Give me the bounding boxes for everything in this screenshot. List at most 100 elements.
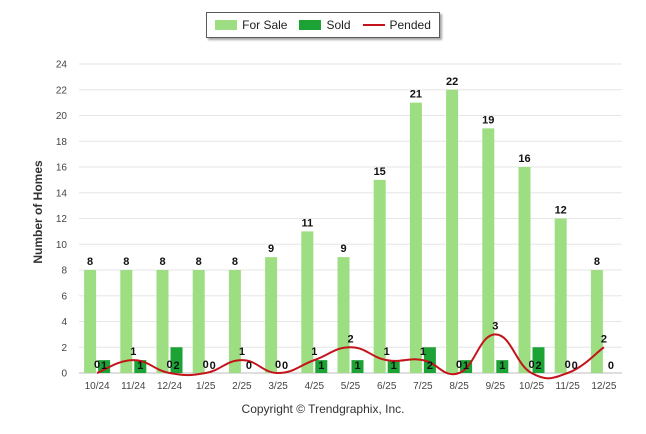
legend-item-for-sale[interactable]: For Sale <box>215 18 287 32</box>
x-tick-label: 9/25 <box>486 381 506 392</box>
legend-item-sold[interactable]: Sold <box>299 18 351 32</box>
x-tick-label: 12/24 <box>157 381 182 392</box>
data-label-for-sale: 15 <box>374 166 386 178</box>
data-label-for-sale: 22 <box>446 76 458 88</box>
data-label-pended: 1 <box>311 346 317 358</box>
bar-for-sale <box>373 179 386 373</box>
data-label-for-sale: 11 <box>301 217 313 229</box>
data-label-sold: 1 <box>463 360 469 372</box>
x-tick-label: 11/24 <box>121 381 146 392</box>
bar-for-sale <box>590 270 603 373</box>
x-axis-ticks: 10/24 11/24 12/24 1/25 2/25 3/25 4/25 5/25 6/25 7… <box>85 381 617 392</box>
y-tick-label: 4 <box>61 317 67 328</box>
bar-sold <box>98 360 111 373</box>
y-tick-label: 18 <box>56 137 68 148</box>
pended-line <box>96 333 605 380</box>
data-label-for-sale: 19 <box>482 114 494 126</box>
legend-label-sold: Sold <box>326 18 351 32</box>
bar-for-sale <box>84 270 97 373</box>
y-axis-title: Number of Homes <box>31 160 45 264</box>
grid-lines <box>79 63 622 374</box>
data-label-sold: 0 <box>210 360 216 372</box>
bar-sold <box>170 347 183 373</box>
data-label-sold: 1 <box>499 360 505 372</box>
data-label-sold: 2 <box>173 360 179 372</box>
data-label-for-sale: 8 <box>159 256 165 268</box>
x-tick-label: 3/25 <box>268 381 288 392</box>
y-tick-label: 8 <box>61 266 67 277</box>
data-label-pended: 1 <box>130 346 136 358</box>
data-label-pended: 1 <box>239 346 245 358</box>
y-tick-label: 6 <box>61 291 67 302</box>
data-label-sold: 0 <box>282 360 288 372</box>
bar-for-sale <box>482 128 495 373</box>
legend-swatch-pended <box>362 24 385 26</box>
data-label-pended: 3 <box>492 320 498 332</box>
data-label-sold: 1 <box>354 360 360 372</box>
bar-for-sale <box>265 257 278 373</box>
bar-sold <box>532 347 545 373</box>
data-label-for-sale: 9 <box>340 243 346 255</box>
bar-for-sale <box>554 218 567 373</box>
bar-for-sale <box>518 167 531 373</box>
legend-item-pended[interactable]: Pended <box>362 18 431 32</box>
bar-sold <box>134 360 147 373</box>
bar-sold <box>423 347 436 373</box>
x-tick-label: 5/25 <box>341 381 361 392</box>
data-label-pended: 2 <box>347 333 353 345</box>
bar-for-sale <box>228 270 241 373</box>
y-tick-label: 14 <box>56 188 68 199</box>
bar-sold <box>387 360 400 373</box>
data-label-pended: 0 <box>94 359 100 371</box>
x-tick-label: 10/25 <box>519 381 544 392</box>
y-tick-label: 12 <box>56 214 68 225</box>
x-tick-label: 7/25 <box>413 381 433 392</box>
data-label-pended: 0 <box>203 359 209 371</box>
data-label-sold: 1 <box>137 360 143 372</box>
x-tick-label: 10/24 <box>85 381 110 392</box>
bar-sold <box>496 360 509 373</box>
data-label-pended: 0 <box>565 359 571 371</box>
bars <box>84 89 603 373</box>
data-label-for-sale: 8 <box>196 256 202 268</box>
data-label-pended: 0 <box>275 359 281 371</box>
data-label-for-sale: 8 <box>232 256 238 268</box>
x-tick-label: 12/25 <box>591 381 616 392</box>
data-label-for-sale: 8 <box>594 256 600 268</box>
copyright-footer: Copyright © Trendgraphix, Inc. <box>241 402 405 416</box>
data-labels: 8108118208008019001111912151121212210191… <box>87 76 614 372</box>
x-tick-label: 1/25 <box>196 381 216 392</box>
data-label-pended: 0 <box>166 359 172 371</box>
legend-label-for-sale: For Sale <box>242 18 288 32</box>
data-label-pended: 0 <box>528 359 534 371</box>
bar-for-sale <box>301 231 314 373</box>
pended-line-path <box>96 333 605 380</box>
y-tick-label: 22 <box>56 85 68 96</box>
data-label-for-sale: 12 <box>555 205 567 217</box>
data-label-sold: 2 <box>535 360 541 372</box>
bar-for-sale <box>446 89 459 373</box>
data-label-sold: 0 <box>572 360 578 372</box>
data-label-sold: 0 <box>246 360 252 372</box>
data-label-sold: 2 <box>427 360 433 372</box>
data-label-for-sale: 21 <box>410 89 422 101</box>
legend-label-pended: Pended <box>389 18 431 32</box>
bar-sold <box>315 360 328 373</box>
legend-swatch-for-sale <box>215 20 238 30</box>
data-label-for-sale: 8 <box>87 256 93 268</box>
y-tick-label: 0 <box>61 369 67 380</box>
data-label-sold: 1 <box>101 360 107 372</box>
bar-for-sale <box>409 102 422 373</box>
y-tick-label: 24 <box>56 60 68 71</box>
bar-for-sale <box>192 270 205 373</box>
data-label-pended: 0 <box>456 359 462 371</box>
x-tick-label: 6/25 <box>377 381 397 392</box>
data-label-sold: 1 <box>391 360 397 372</box>
bar-sold <box>351 360 364 373</box>
bar-for-sale <box>156 270 169 373</box>
data-label-pended: 1 <box>420 346 426 358</box>
data-label-for-sale: 8 <box>123 256 129 268</box>
